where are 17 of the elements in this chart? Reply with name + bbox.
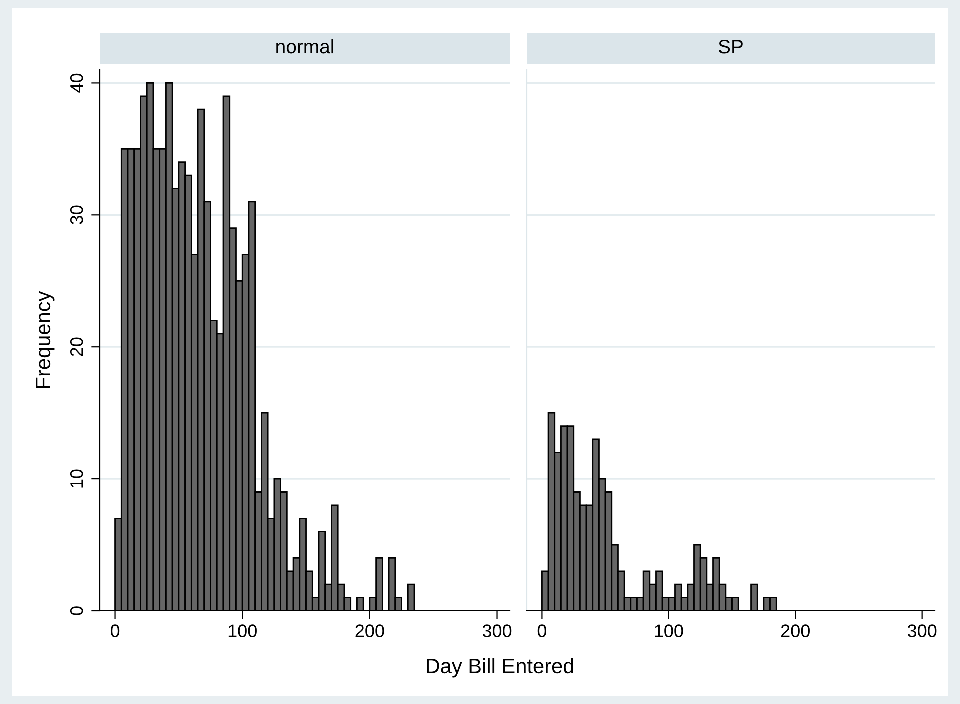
x-tick-label: 100 (655, 624, 684, 638)
x-tick-label: 300 (908, 624, 937, 638)
x-tick-label: 0 (110, 624, 120, 638)
x-tick-label: 0 (538, 624, 547, 638)
chart-title: normal (276, 39, 334, 54)
x-tick-label: 200 (356, 624, 384, 638)
y-tick-label: 10 (70, 470, 84, 488)
y-tick-label: 40 (70, 74, 84, 93)
y-tick-label: 20 (70, 338, 84, 356)
x-tick-label: 300 (482, 624, 512, 638)
x-tick-label: 100 (228, 624, 257, 638)
y-tick-label: 0 (70, 606, 84, 616)
x-axis-title: Day Bill Entered (427, 658, 574, 678)
y-axis-title: Frequency (36, 291, 55, 388)
y-tick-label: 30 (70, 206, 84, 224)
x-tick-label: 200 (781, 624, 810, 638)
chart-title: SP (718, 40, 743, 54)
